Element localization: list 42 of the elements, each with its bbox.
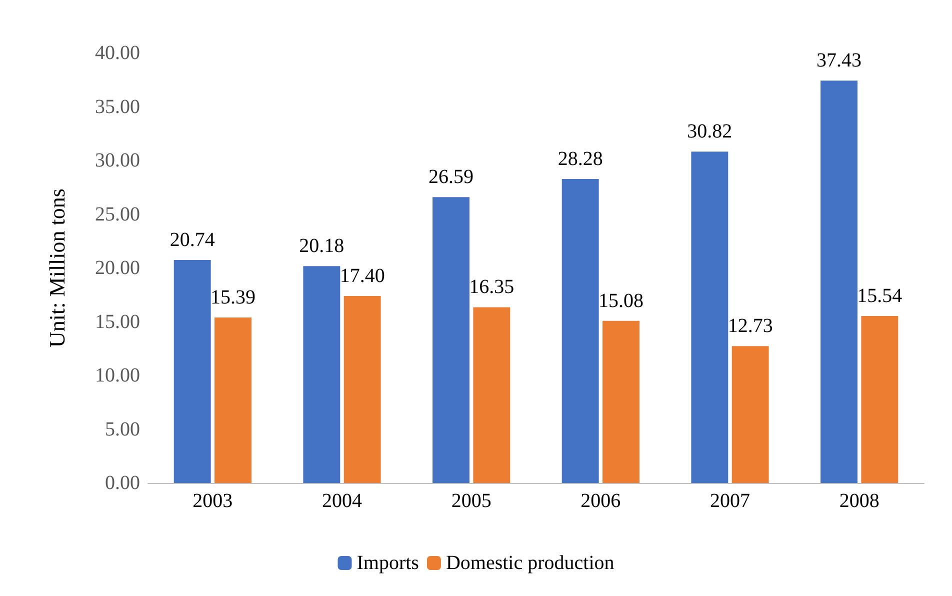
- legend-label: Domestic production: [446, 552, 614, 574]
- data-label: 28.28: [558, 148, 603, 170]
- bar: [303, 266, 340, 483]
- data-label: 26.59: [428, 166, 474, 188]
- data-label: 20.18: [299, 235, 344, 258]
- bar: [344, 296, 381, 483]
- y-tick-label: 35.00: [95, 96, 140, 118]
- bar: [820, 80, 858, 483]
- x-tick-label: 2008: [839, 490, 880, 512]
- data-label: 37.43: [816, 50, 862, 72]
- y-tick-label: 40.00: [95, 42, 140, 64]
- bar: [602, 320, 640, 483]
- y-tick-label: 15.00: [95, 310, 140, 333]
- y-tick-label: 20.00: [95, 257, 140, 279]
- data-label: 17.40: [340, 264, 385, 287]
- x-tick-label: 2004: [322, 490, 362, 512]
- bar: [473, 307, 510, 483]
- x-tick-label: 2005: [451, 490, 492, 512]
- data-label: 20.74: [170, 229, 215, 252]
- data-label: 15.54: [857, 284, 902, 307]
- bar: [562, 178, 599, 483]
- bar: [174, 260, 211, 483]
- bar: [691, 152, 728, 483]
- data-label: 15.08: [598, 290, 644, 312]
- bar: [861, 316, 898, 483]
- y-tick-label: 25.00: [95, 203, 140, 226]
- y-tick-label: 0.00: [105, 472, 140, 494]
- bar: [214, 318, 252, 483]
- y-tick-label: 10.00: [95, 364, 140, 386]
- bar: [432, 197, 470, 483]
- y-tick-label: 5.00: [105, 418, 140, 440]
- x-tick-label: 2003: [192, 490, 233, 512]
- data-label: 15.39: [210, 286, 256, 309]
- y-axis-title: Unit: Million tons: [44, 188, 70, 348]
- bar: [732, 346, 769, 483]
- x-tick-label: 2006: [580, 490, 621, 512]
- data-label: 12.73: [728, 315, 773, 338]
- data-label: 16.35: [469, 276, 514, 298]
- x-tick-label: 2007: [710, 490, 750, 512]
- data-label: 30.82: [687, 120, 732, 143]
- legend-label: Imports: [356, 552, 420, 574]
- y-tick-label: 30.00: [95, 150, 140, 172]
